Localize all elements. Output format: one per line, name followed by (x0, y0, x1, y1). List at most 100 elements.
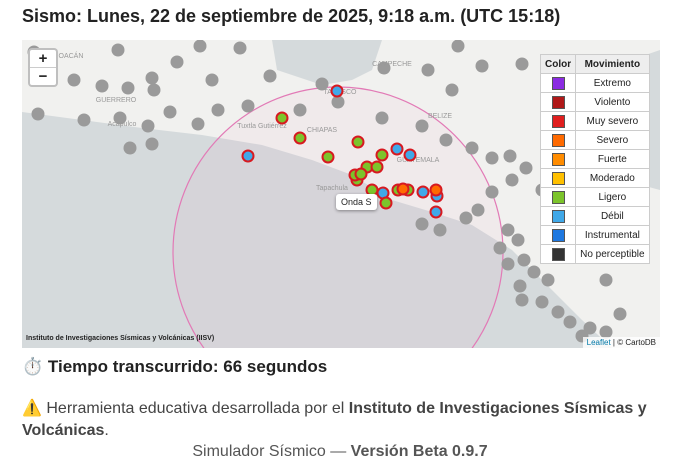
station-dot (77, 113, 91, 127)
legend-header: Color (539, 54, 577, 74)
station-dot (193, 40, 207, 53)
zoom-in[interactable]: + (30, 50, 56, 68)
station-dot (145, 71, 159, 85)
legend-swatch (551, 228, 565, 242)
source-label: Instituto de Investigaciones Sísmicas y … (26, 335, 215, 342)
station-dot (191, 117, 205, 131)
legend-label: Extremo (575, 73, 650, 93)
legend-label: Débil (575, 206, 650, 226)
legend-cell (539, 111, 577, 131)
legend-swatch (551, 190, 565, 204)
legend-label: No perceptible (575, 244, 650, 264)
legend-cell (539, 225, 577, 245)
notice-end: . (104, 422, 109, 439)
title: Sismo: Lunes, 22 de septiembre de 2025, … (22, 6, 561, 26)
station-dot (527, 265, 541, 279)
legend-row: Débil (539, 206, 650, 226)
station-dot (170, 55, 184, 69)
station-marker (375, 148, 389, 162)
popup: Onda S (336, 194, 377, 210)
footer-text: Simulador Sísmico — (192, 443, 347, 460)
station-dot (563, 315, 577, 329)
legend-swatch (551, 152, 565, 166)
station-dot (551, 305, 565, 319)
map[interactable]: MICHOACÁN GUERRERO Acapulco Tuxtla Gutiérre… (22, 40, 660, 348)
attribution-text: | © CartoDB (612, 338, 656, 347)
legend-swatch (551, 209, 565, 223)
station-dot (501, 257, 515, 271)
station-marker (241, 149, 255, 163)
station-dot (377, 61, 391, 75)
station-dot (445, 83, 459, 97)
station-marker (330, 84, 344, 98)
station-dot (375, 111, 389, 125)
legend-label: Severo (575, 130, 650, 150)
legend-row: Muy severo (539, 111, 650, 131)
station-dot (113, 111, 127, 125)
station-dot (111, 43, 125, 57)
legend-cell (539, 187, 577, 207)
station-dot (233, 41, 247, 55)
legend-cell (539, 92, 577, 112)
station-dot (515, 57, 529, 71)
legend-cell (539, 73, 577, 93)
station-dot (293, 103, 307, 117)
legend-label: Muy severo (575, 111, 650, 131)
station-dot (599, 325, 613, 339)
station-dot (141, 119, 155, 133)
legend-row: Ligero (539, 187, 650, 207)
station-dot (519, 161, 533, 175)
legend-cell (539, 149, 577, 169)
legend-swatch (551, 114, 565, 128)
legend-cell (539, 130, 577, 150)
land (22, 40, 660, 348)
station-dot (415, 119, 429, 133)
station-marker (370, 160, 384, 174)
legend-label: Moderado (575, 168, 650, 188)
legend-swatch (551, 95, 565, 109)
station-marker (390, 142, 404, 156)
place-label: MICHOACÁN (41, 51, 84, 60)
elapsed-text: Tiempo transcurrido: 66 segundos (47, 357, 328, 376)
zoom-out[interactable]: − (38, 68, 48, 85)
legend-swatch (551, 76, 565, 90)
place-label: Acapulco (108, 121, 137, 128)
map-canvas: MICHOACÁN GUERRERO Acapulco Tuxtla Gutiérre… (22, 40, 660, 348)
station-dot (513, 279, 527, 293)
station-dot (421, 63, 435, 77)
place-label: GUATEMALA (397, 157, 440, 164)
leaflet-link[interactable]: Leaflet (586, 338, 611, 347)
station-dot (315, 77, 329, 91)
station-dot (205, 73, 219, 87)
legend-row: Violento (539, 92, 650, 112)
footer: Simulador Sísmico — Versión Beta 0.9.7 (0, 443, 680, 461)
legend-label: Violento (575, 92, 650, 112)
station-dot (241, 99, 255, 113)
station-dot (485, 185, 499, 199)
station-marker (403, 148, 417, 162)
station-dot (475, 59, 489, 73)
station-dot (121, 81, 135, 95)
legend: Color Movimiento Extremo Violento Muy sever… (539, 54, 650, 264)
station-dot (263, 69, 277, 83)
legend-row: Instrumental (539, 225, 650, 245)
station-marker (429, 205, 443, 219)
icon: ⏱️ (22, 357, 44, 376)
station-dot (465, 141, 479, 155)
legend-row: Moderado (539, 168, 650, 188)
legend-label: Ligero (575, 187, 650, 207)
place-label: CAMPECHE (372, 61, 412, 68)
legend-row: No perceptible (539, 244, 650, 264)
station-marker (293, 131, 307, 145)
station-marker (354, 167, 368, 181)
station-marker (416, 185, 430, 199)
station-dot (471, 203, 485, 217)
place-label: BELIZE (428, 113, 452, 120)
station-dot (147, 83, 161, 97)
station-dot (163, 105, 177, 119)
notice-bold: Instituto de Investigaciones Sísmicas y … (22, 400, 647, 439)
station-dot (433, 223, 447, 237)
station-dot (145, 137, 159, 151)
station-dot (211, 103, 225, 117)
